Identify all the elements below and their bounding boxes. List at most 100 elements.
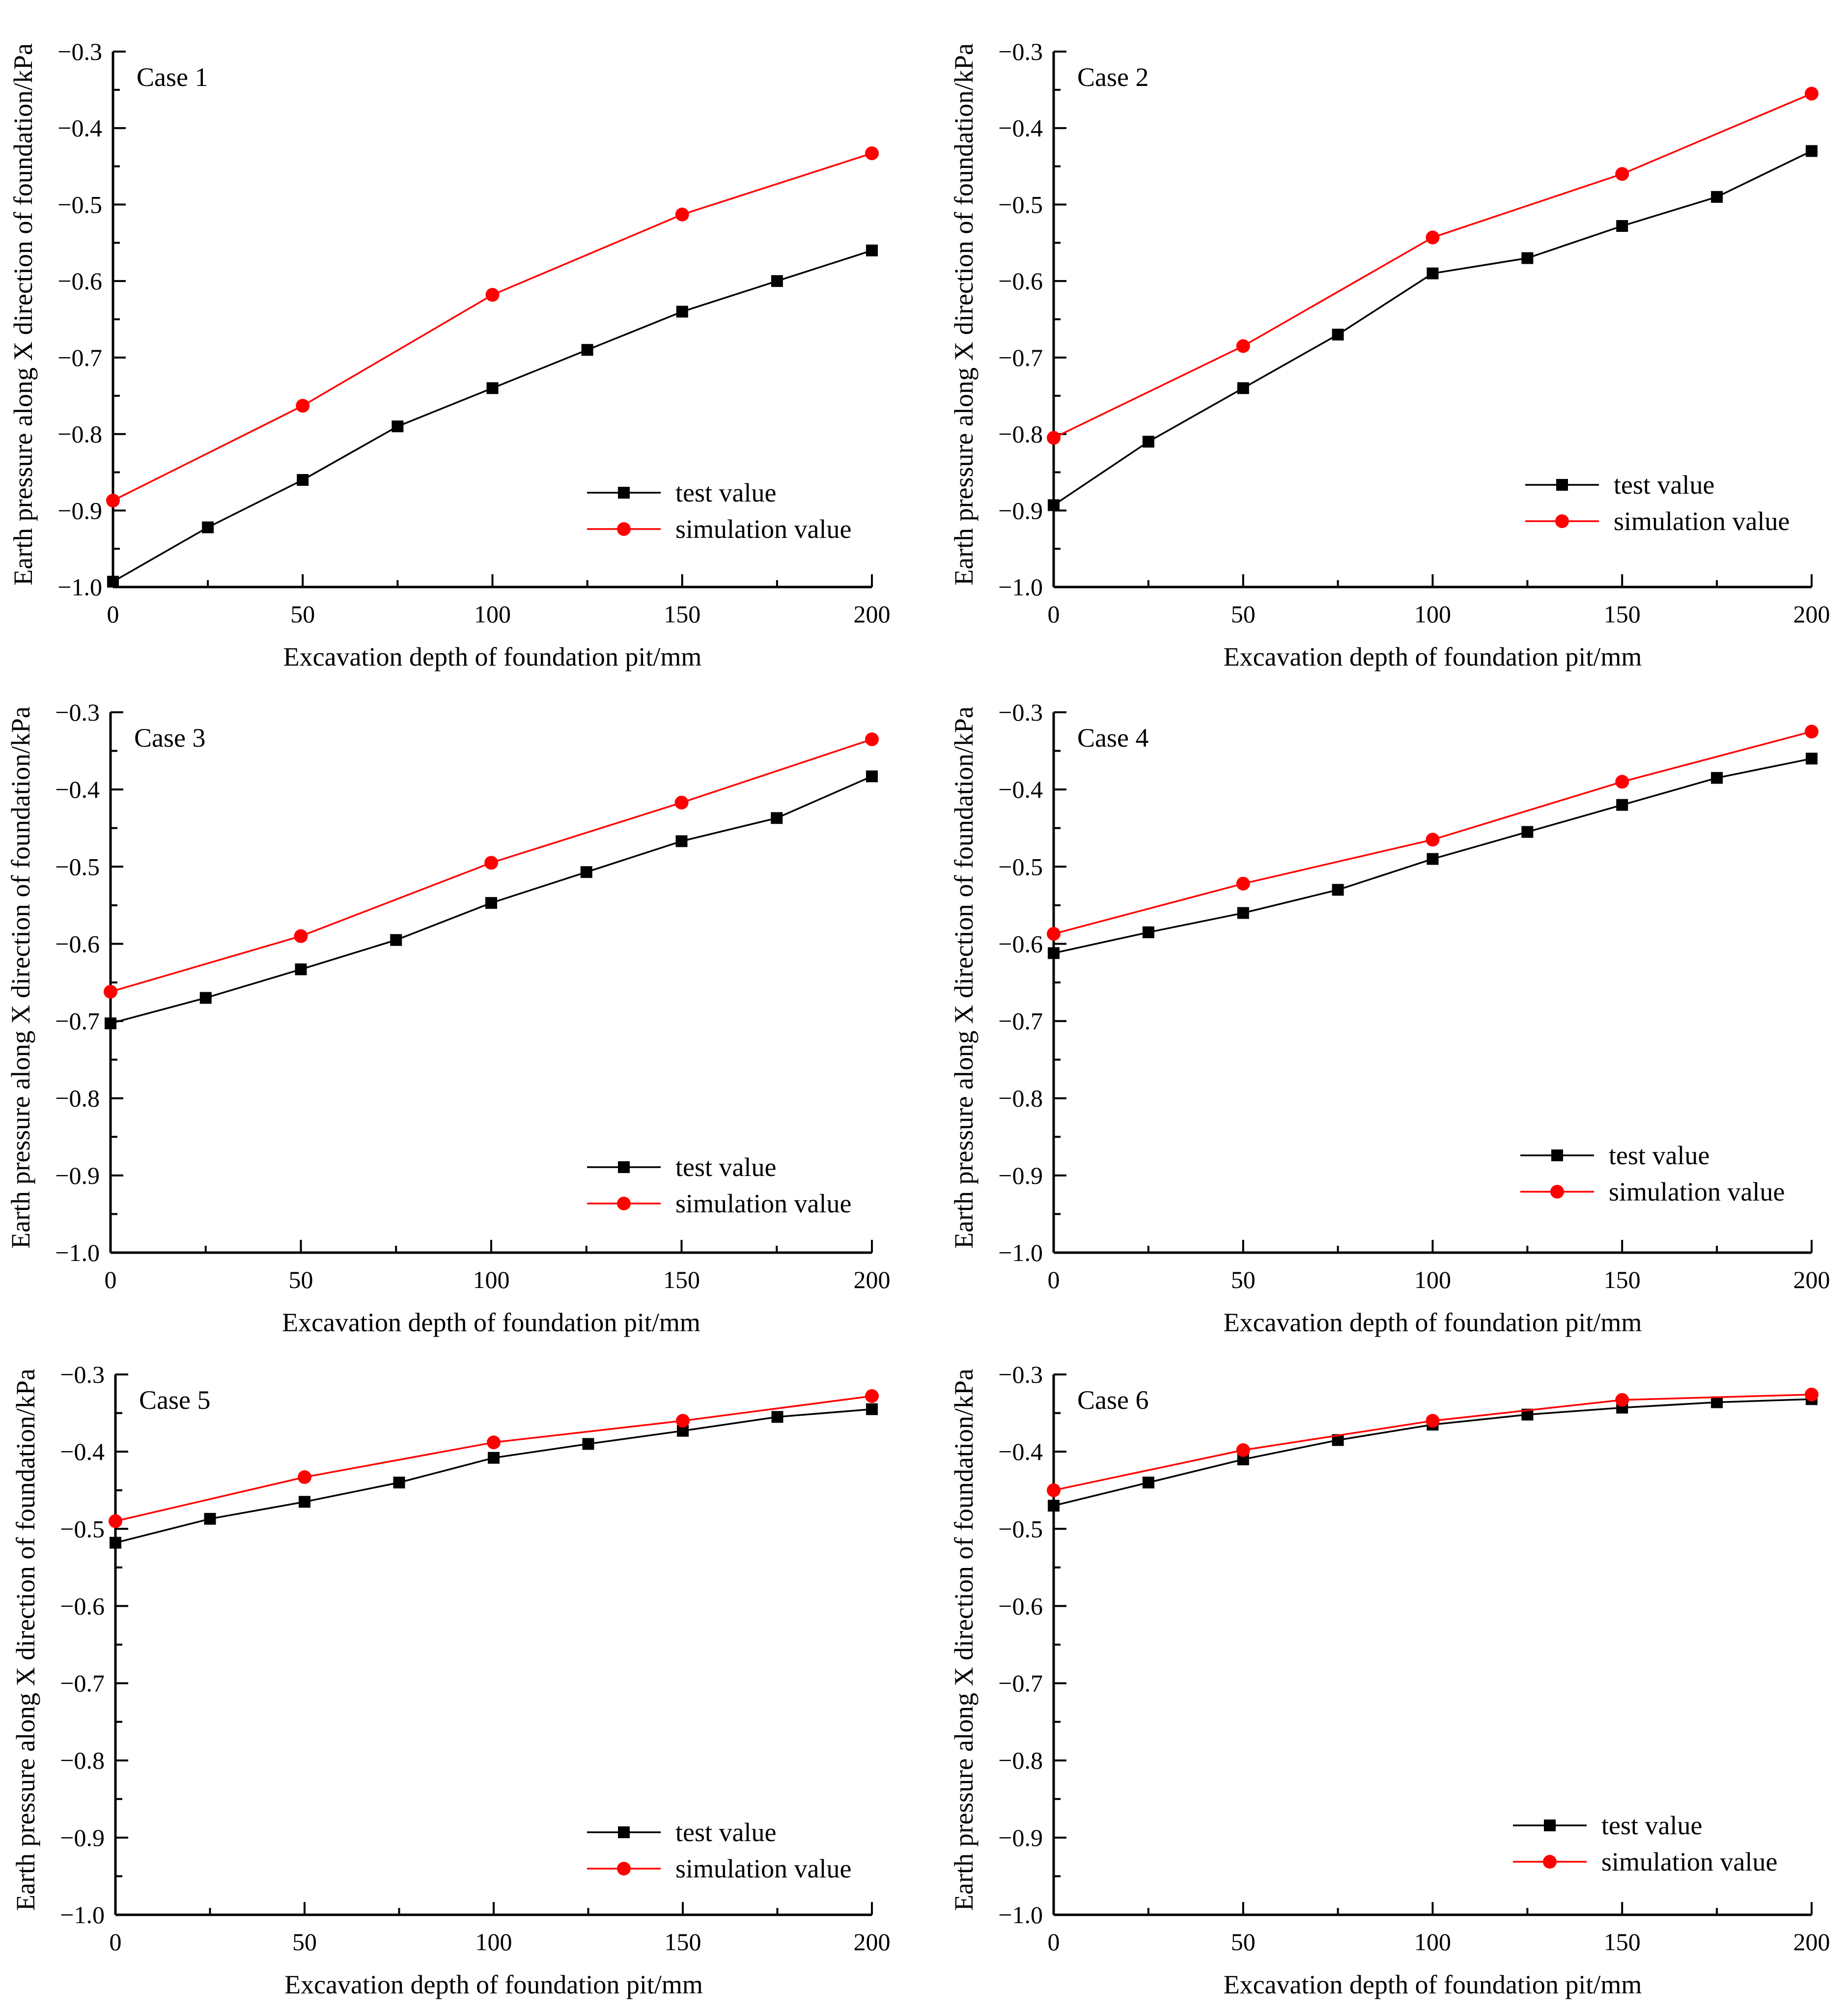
y-tick-label: −0.9 xyxy=(998,497,1043,524)
y-tick-label: −0.6 xyxy=(57,267,102,295)
case-label: Case 2 xyxy=(1077,62,1148,92)
data-point-simulation xyxy=(298,1470,311,1484)
x-tick-label: 100 xyxy=(1414,1928,1451,1956)
y-tick-label: −0.5 xyxy=(998,191,1043,218)
x-tick-label: 200 xyxy=(1793,1928,1830,1956)
legend-label: simulation value xyxy=(675,1854,851,1883)
data-point-simulation xyxy=(487,1435,501,1450)
legend-marker-simulation xyxy=(617,1197,631,1210)
series-line-test xyxy=(115,1408,872,1544)
data-point-test xyxy=(1142,1477,1154,1488)
data-point-simulation xyxy=(1615,167,1629,181)
legend-label: test value xyxy=(1614,470,1714,500)
y-tick-label: −1.0 xyxy=(998,1239,1043,1266)
data-point-simulation xyxy=(1805,86,1818,101)
y-tick-label: −0.3 xyxy=(998,38,1043,65)
data-point-test xyxy=(675,835,688,847)
chart-panel-5: 0 50 100 150 200 −0.3 −0.4 −0.5 −0.6 −0.7 −0.8 −0.9… xyxy=(11,1361,891,1999)
y-axis-title: Earth pressure along X direction of foun… xyxy=(6,706,35,1249)
data-point-simulation xyxy=(104,984,117,999)
data-point-test xyxy=(1711,1396,1723,1408)
data-point-simulation xyxy=(865,732,879,746)
legend-marker-test xyxy=(618,1161,630,1173)
data-point-test xyxy=(1806,145,1818,157)
x-tick-label: 0 xyxy=(107,600,119,628)
chart-panel-2: 0 50 100 150 200 −0.3 −0.4 −0.5 −0.6 −0.7 −0.8 −0.9… xyxy=(949,38,1830,672)
series-line-simulation xyxy=(1053,730,1812,935)
data-point-test xyxy=(297,474,309,486)
y-tick-label: −0.9 xyxy=(998,1824,1043,1851)
y-axis-title: Earth pressure along X direction of foun… xyxy=(8,43,38,586)
data-point-test xyxy=(1048,947,1060,959)
legend-marker-simulation xyxy=(1543,1855,1557,1869)
y-tick-label: −0.9 xyxy=(60,1824,105,1851)
y-tick-label: −0.5 xyxy=(998,853,1043,880)
y-tick-label: −0.7 xyxy=(998,1008,1043,1035)
x-tick-label: 0 xyxy=(1048,1928,1060,1956)
legend-label: test value xyxy=(1601,1811,1702,1840)
x-axis-title: Excavation depth of foundation pit/mm xyxy=(1224,1970,1642,1999)
data-point-test xyxy=(299,1496,310,1508)
y-tick-label: −0.8 xyxy=(998,1085,1043,1112)
data-point-simulation xyxy=(674,795,689,810)
data-point-test xyxy=(1332,884,1344,896)
y-tick-label: −0.3 xyxy=(57,38,102,65)
data-point-test xyxy=(107,576,119,588)
y-tick-label: −0.4 xyxy=(998,114,1043,142)
data-point-simulation xyxy=(1426,833,1440,847)
x-tick-label: 100 xyxy=(474,600,511,628)
data-point-test xyxy=(1521,252,1534,264)
x-axis-title: Excavation depth of foundation pit/mm xyxy=(283,642,702,672)
y-tick-label: −0.4 xyxy=(998,1438,1043,1465)
data-point-test xyxy=(110,1537,121,1549)
data-point-simulation xyxy=(675,207,689,222)
legend-label: test value xyxy=(675,478,776,507)
data-point-test xyxy=(1237,907,1249,919)
legend-label: simulation value xyxy=(675,514,851,544)
x-tick-label: 200 xyxy=(854,1928,891,1956)
case-label: Case 5 xyxy=(139,1385,210,1415)
case-label: Case 3 xyxy=(134,723,205,753)
y-tick-label: −0.6 xyxy=(55,930,100,957)
x-tick-label: 150 xyxy=(663,1266,700,1293)
y-tick-label: −0.9 xyxy=(55,1162,100,1189)
legend-marker-simulation xyxy=(617,1862,631,1876)
y-tick-label: −0.3 xyxy=(998,699,1043,726)
y-tick-label: −0.9 xyxy=(57,497,102,524)
y-tick-label: −0.7 xyxy=(60,1670,105,1697)
x-tick-label: 150 xyxy=(664,600,700,628)
chart-panel-1: 0 50 100 150 200 −0.3 −0.4 −0.5 −0.6 −0.7 −0.8 −0.9… xyxy=(8,38,891,672)
series-line-simulation xyxy=(1053,92,1812,439)
y-tick-label: −0.5 xyxy=(60,1515,105,1542)
data-point-test xyxy=(1237,382,1249,394)
data-point-simulation xyxy=(484,856,498,870)
y-tick-label: −1.0 xyxy=(998,573,1043,601)
data-point-simulation xyxy=(109,1514,122,1528)
chart-panel-3: 0 50 100 150 200 −0.3 −0.4 −0.5 −0.6 −0.7 −0.8 −0.9… xyxy=(6,699,891,1337)
y-axis-title: Earth pressure along X direction of foun… xyxy=(11,1369,40,1911)
data-point-simulation xyxy=(865,146,879,161)
x-tick-label: 200 xyxy=(854,600,891,628)
data-point-simulation xyxy=(1047,927,1061,941)
data-point-test xyxy=(676,306,688,318)
data-point-test xyxy=(771,812,783,824)
data-point-simulation xyxy=(1615,1393,1629,1407)
data-point-test xyxy=(771,275,783,287)
legend-label: test value xyxy=(1609,1141,1709,1170)
data-point-test xyxy=(390,934,402,946)
data-point-test xyxy=(488,1452,500,1464)
data-point-test xyxy=(1142,436,1154,448)
series-line-simulation xyxy=(112,152,872,502)
data-point-test xyxy=(1521,826,1534,838)
x-tick-label: 200 xyxy=(854,1266,891,1293)
legend-label: test value xyxy=(675,1818,776,1847)
data-point-test xyxy=(1806,753,1818,765)
data-point-test xyxy=(486,382,499,394)
data-point-test xyxy=(1426,853,1439,865)
y-tick-label: −0.6 xyxy=(998,1592,1043,1620)
data-point-simulation xyxy=(1047,1483,1061,1497)
data-point-test xyxy=(1616,220,1628,232)
y-tick-label: −0.4 xyxy=(60,1438,105,1465)
y-tick-label: −0.4 xyxy=(998,776,1043,803)
y-tick-label: −0.6 xyxy=(60,1592,105,1620)
